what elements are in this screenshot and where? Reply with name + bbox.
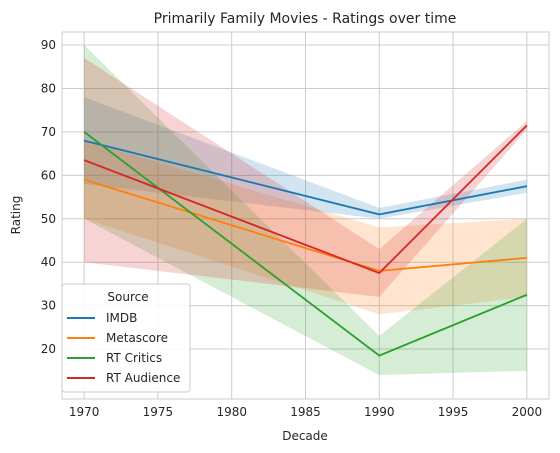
x-tick-label: 1990 — [364, 405, 395, 419]
chart-title: Primarily Family Movies - Ratings over t… — [154, 11, 457, 27]
x-tick-label: 1980 — [216, 405, 247, 419]
y-axis-label: Rating — [9, 196, 23, 235]
series-line — [83, 139, 528, 216]
x-tick-label: 1985 — [290, 405, 321, 419]
y-tick-label: 20 — [41, 342, 56, 356]
y-tick-label: 90 — [41, 38, 56, 52]
series-line — [83, 178, 527, 272]
y-tick-label: 60 — [41, 168, 56, 182]
x-tick-label: 1995 — [438, 405, 469, 419]
legend-entry: Metascore — [106, 331, 168, 345]
x-tick-label: 2000 — [512, 405, 543, 419]
legend-title: Source — [107, 290, 148, 304]
x-axis-label: Decade — [282, 429, 328, 443]
legend: Source IMDB Metascore RT Critics RT Audienc… — [61, 283, 191, 393]
y-tick-label: 50 — [41, 212, 56, 226]
series-lines — [83, 124, 528, 357]
legend-entry: RT Critics — [106, 351, 162, 365]
y-tick-label: 30 — [41, 299, 56, 313]
x-tick-labels: 1970 1975 1980 1985 1990 1995 2000 — [69, 405, 542, 419]
legend-box — [61, 283, 191, 393]
y-tick-label: 70 — [41, 125, 56, 139]
x-tick-label: 1970 — [69, 405, 100, 419]
y-tick-labels: 20 30 40 50 60 70 80 90 — [41, 38, 56, 356]
series-line — [83, 131, 528, 357]
y-tick-label: 40 — [41, 255, 56, 269]
confidence-band — [84, 45, 527, 376]
confidence-band — [84, 140, 527, 315]
y-tick-label: 80 — [41, 81, 56, 95]
confidence-band — [84, 97, 527, 219]
legend-entry: RT Audience — [106, 371, 180, 385]
x-tick-label: 1975 — [143, 405, 174, 419]
legend-entry: IMDB — [106, 311, 137, 325]
series-line — [83, 124, 528, 275]
